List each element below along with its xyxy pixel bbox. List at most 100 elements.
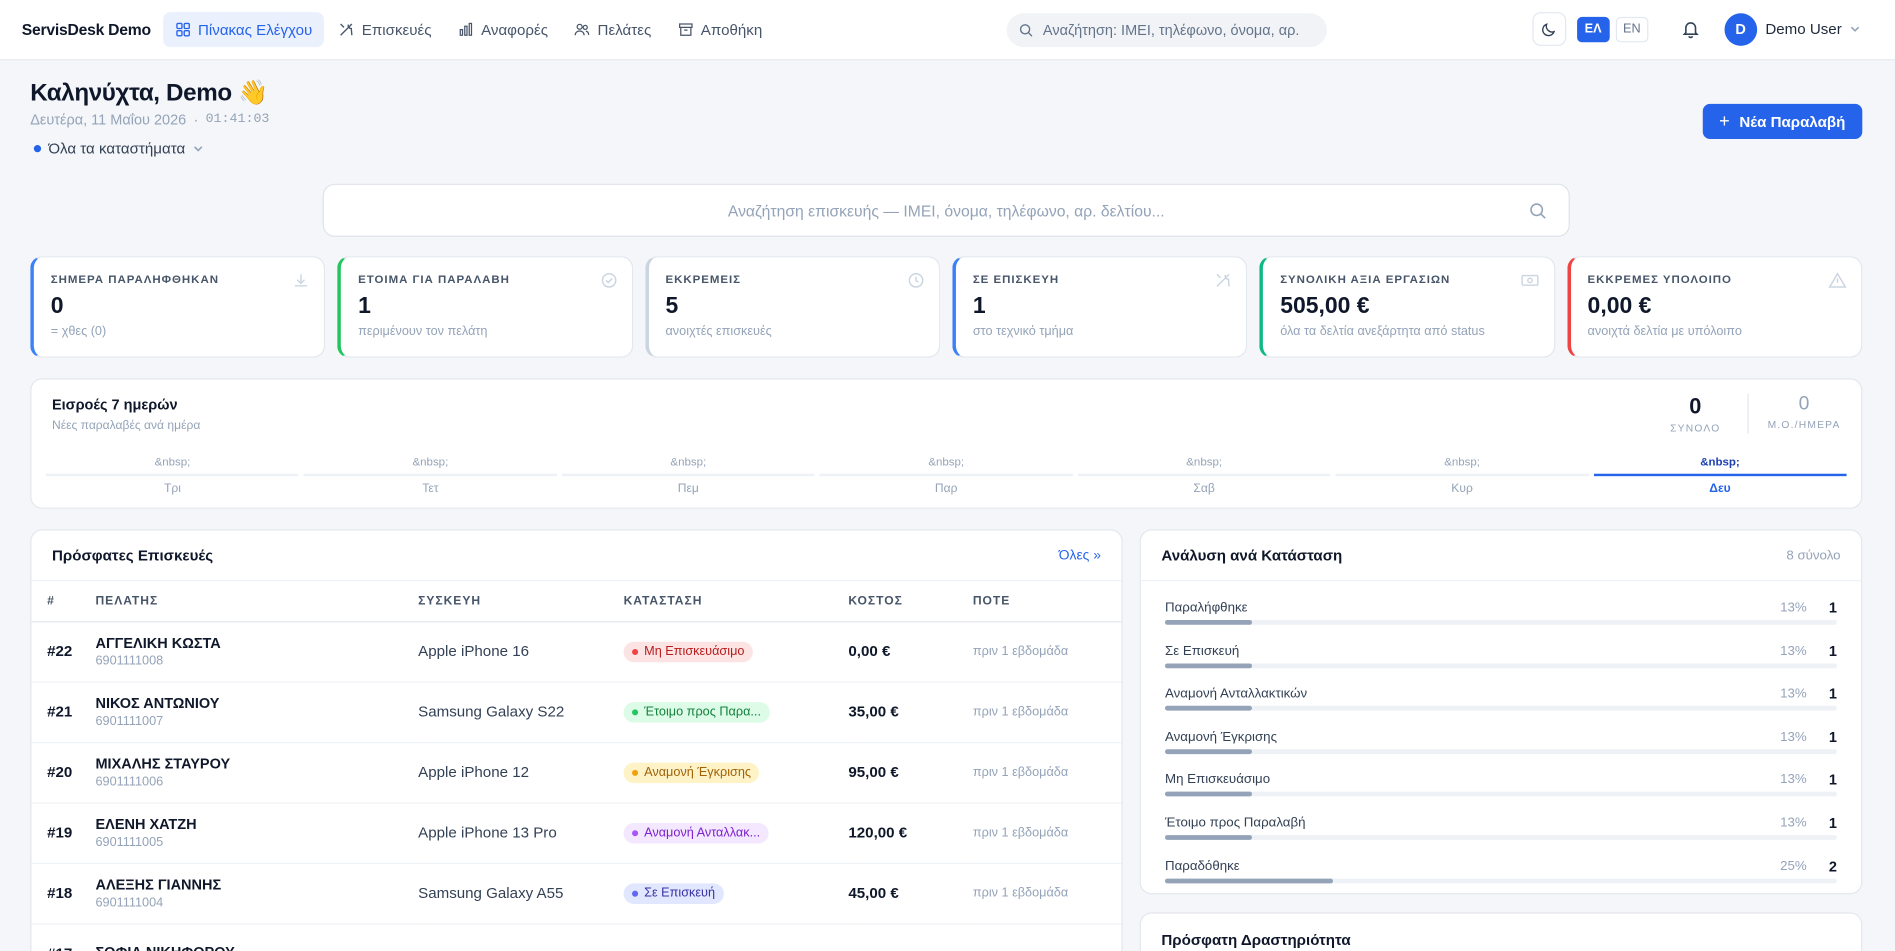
- intake-day-bar: [45, 473, 300, 477]
- intake-7days-card: Εισροές 7 ημερών Νέες παραλαβές ανά ημέρ…: [30, 378, 1863, 509]
- intake-average-label: Μ.Ο./ΗΜΕΡΑ: [1767, 418, 1841, 431]
- device-cell: Apple iPhone 12: [418, 742, 624, 804]
- customer-name: ΝΙΚΟΣ ΑΝΤΩΝΙΟΥ: [95, 694, 220, 712]
- status-row[interactable]: Αναμονή Ανταλλακτικών 13% 1: [1164, 672, 1837, 715]
- status-count: 1: [1828, 642, 1837, 660]
- table-row[interactable]: #22 ΑΓΓΕΛΙΚΗ ΚΩΣΤΑ 6901111008 Apple iPhone …: [31, 621, 1122, 683]
- repair-search-input[interactable]: [402, 201, 1491, 220]
- date-line: Δευτέρα, 11 Μαΐου 2026 · 01:41:03: [30, 111, 269, 128]
- recent-activity-title: Πρόσφατη Δραστηριότητα: [1161, 931, 1351, 949]
- intake-day: &nbsp; Πεμ: [561, 456, 815, 495]
- intake-day-value: &nbsp;: [412, 455, 449, 469]
- table-row[interactable]: #17ΣΟΦΙΑ ΝΙΚΗΦΟΡΟΥ: [31, 923, 1122, 951]
- cash-icon: [1520, 272, 1539, 293]
- kpi-card[interactable]: ΕΚΚΡΕΜΕΙΣ 5 ανοιχτές επισκευές: [644, 256, 941, 358]
- recent-repairs-table: # ΠΕΛΑΤΗΣ ΣΥΣΚΕΥΗ ΚΑΤΑΣΤΑΣΗ ΚΟΣΤΟΣ ΠΟΤΕ #22 ΑΓ…: [31, 581, 1122, 951]
- intake-day: &nbsp; Σαβ: [1077, 456, 1331, 495]
- kpi-card[interactable]: ΕΤΟΙΜΑ ΓΙΑ ΠΑΡΑΛΑΒΗ 1 περιμένουν τον πελάτ…: [337, 256, 633, 358]
- repair-search[interactable]: [322, 183, 1570, 237]
- status-progress-fill: [1164, 705, 1253, 711]
- status-row[interactable]: Έτοιμο προς Παραλαβή 13% 1: [1164, 801, 1837, 844]
- nav-item-chart[interactable]: Αναφορές: [446, 12, 560, 47]
- status-count: 1: [1828, 599, 1837, 617]
- customer-phone: 6901111006: [95, 774, 164, 790]
- store-selector[interactable]: Όλα τα καταστήματα: [33, 140, 205, 158]
- status-cell: Αναμονή Έγκρισης: [623, 742, 849, 804]
- page-title: Καληνύχτα, Demo 👋: [30, 79, 268, 107]
- global-search-input[interactable]: [1042, 21, 1309, 39]
- kpi-card[interactable]: ΣΥΝΟΛΙΚΗ ΑΞΙΑ ΕΡΓΑΣΙΩΝ 505,00 € όλα τα δελ…: [1259, 256, 1555, 358]
- nav-item-grid[interactable]: Πίνακας Ελέγχου: [162, 12, 325, 48]
- status-row[interactable]: Μη Επισκευάσιμο 13% 1: [1164, 758, 1837, 801]
- user-name[interactable]: Demo User: [1765, 20, 1842, 38]
- status-badge: Σε Επισκευή: [623, 882, 724, 904]
- status-progress-fill: [1164, 749, 1253, 754]
- status-dot-icon: [632, 890, 639, 897]
- table-row[interactable]: #21 ΝΙΚΟΣ ΑΝΤΩΝΙΟΥ 6901111007 Samsung Galax…: [31, 681, 1122, 743]
- lang-el-button[interactable]: ΕΛ: [1576, 16, 1610, 42]
- tools-icon: [1215, 272, 1232, 293]
- status-count: 1: [1828, 685, 1837, 703]
- notifications-button[interactable]: [1681, 19, 1700, 39]
- status-analysis-count: 8 σύνολο: [1786, 548, 1841, 563]
- device-cell: Samsung Galaxy A55: [418, 862, 624, 924]
- customer-phone: 6901111005: [95, 835, 164, 850]
- status-percent: 13%: [1780, 815, 1807, 831]
- repair-number: #18: [31, 862, 96, 924]
- customer-cell: ΝΙΚΟΣ ΑΝΤΩΝΙΟΥ 6901111007: [95, 681, 419, 743]
- customer-name: ΣΟΦΙΑ ΝΙΚΗΦΟΡΟΥ: [95, 944, 418, 951]
- repair-number: #20: [31, 742, 96, 804]
- intake-stats: 0 ΣΥΝΟΛΟ 0 Μ.Ο./ΗΜΕΡΑ: [1670, 393, 1841, 434]
- customer-cell: ΑΓΓΕΛΙΚΗ ΚΩΣΤΑ 6901111008: [95, 621, 419, 683]
- cost-cell: 35,00 €: [848, 681, 973, 743]
- nav-item-archive[interactable]: Αποθήκη: [666, 12, 775, 47]
- when-cell: πριν 1 εβδομάδα: [972, 621, 1122, 683]
- customer-cell: ΜΙΧΑΛΗΣ ΣΤΑΥΡΟΥ 6901111006: [95, 742, 419, 804]
- download-icon: [293, 272, 310, 293]
- kpi-card[interactable]: ΣΕ ΕΠΙΣΚΕΥΗ 1 στο τεχνικό τμήμα: [952, 256, 1248, 358]
- status-row[interactable]: Αναμονή Έγκρισης 13% 1: [1164, 715, 1837, 758]
- device-cell: [418, 923, 624, 951]
- customer-cell: ΣΟΦΙΑ ΝΙΚΗΦΟΡΟΥ: [95, 923, 419, 951]
- all-repairs-link[interactable]: Όλες »: [1058, 548, 1101, 563]
- avatar[interactable]: D: [1724, 12, 1757, 46]
- status-row[interactable]: Παραδόθηκε 25% 2: [1164, 844, 1837, 887]
- status-badge-label: Σε Επισκευή: [644, 885, 716, 901]
- table-row[interactable]: #20 ΜΙΧΑΛΗΣ ΣΤΑΥΡΟΥ 6901111006 Apple iPhone…: [31, 742, 1122, 804]
- status-label: Παραλήφθηκε: [1164, 600, 1248, 616]
- status-label: Σε Επισκευή: [1164, 643, 1240, 659]
- intake-day: &nbsp; Δευ: [1593, 456, 1847, 495]
- new-intake-button[interactable]: + Νέα Παραλαβή: [1702, 103, 1863, 139]
- table-row[interactable]: #18 ΑΛΕΞΗΣ ΓΙΑΝΝΗΣ 6901111004 Samsung Galax…: [31, 862, 1122, 924]
- cost-cell: 0,00 €: [848, 621, 973, 683]
- chevron-down-icon[interactable]: [1849, 23, 1861, 35]
- theme-toggle-button[interactable]: [1532, 12, 1566, 46]
- customer-phone: 6901111007: [95, 714, 164, 729]
- status-progress-track: [1164, 705, 1837, 711]
- status-percent: 25%: [1780, 858, 1807, 874]
- check-circle-icon: [600, 272, 617, 293]
- status-progress-track: [1164, 835, 1837, 840]
- nav-item-users[interactable]: Πελάτες: [563, 12, 664, 47]
- brand-logo[interactable]: ServisDesk Demo: [21, 20, 151, 39]
- date-separator: ·: [193, 111, 199, 129]
- when-cell: πριν 1 εβδομάδα: [972, 681, 1122, 743]
- archive-icon: [678, 22, 694, 38]
- status-progress-track: [1164, 749, 1837, 754]
- grid-icon: [175, 22, 191, 38]
- status-progress-track: [1164, 792, 1837, 797]
- global-search[interactable]: [1006, 13, 1327, 48]
- kpi-card[interactable]: ΕΚΚΡΕΜΕΣ ΥΠΟΛΟΙΠΟ 0,00 € ανοιχτά δελτία με…: [1567, 256, 1863, 358]
- nav-item-tools[interactable]: Επισκευές: [327, 12, 444, 47]
- table-row[interactable]: #19 ΕΛΕΝΗ ΧΑΤΖΗ 6901111005 Apple iPhone 13 …: [31, 802, 1122, 864]
- status-row[interactable]: Σε Επισκευή 13% 1: [1164, 629, 1837, 672]
- status-progress-fill: [1164, 662, 1253, 668]
- status-row[interactable]: Παραλήφθηκε 13% 1: [1164, 586, 1837, 629]
- lang-en-button[interactable]: EN: [1615, 16, 1649, 42]
- search-icon[interactable]: [1529, 202, 1547, 220]
- kpi-card[interactable]: ΣΗΜΕΡΑ ΠΑΡΑΛΗΦΘΗΚΑΝ 0 = χθες (0): [30, 256, 326, 358]
- status-badge-label: Μη Επισκευάσιμο: [644, 644, 745, 659]
- store-selector-label: Όλα τα καταστήματα: [48, 140, 186, 158]
- intake-total: 0 ΣΥΝΟΛΟ: [1670, 393, 1749, 434]
- current-time: 01:41:03: [205, 112, 270, 127]
